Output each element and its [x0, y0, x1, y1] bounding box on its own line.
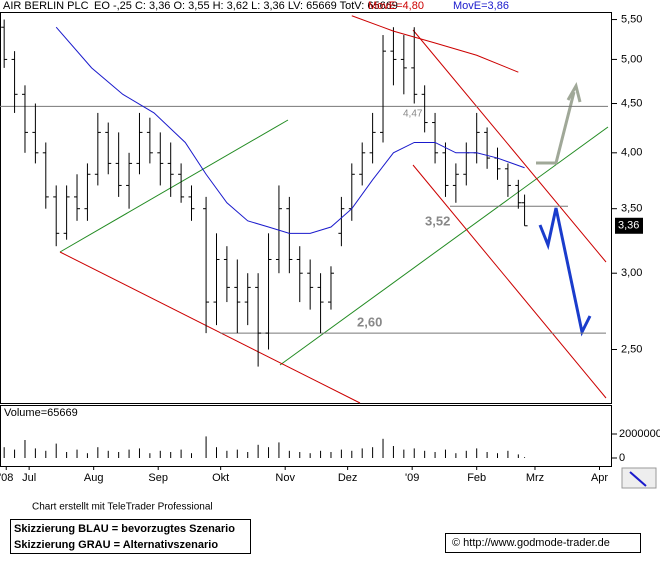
level-label: 3,52: [425, 213, 450, 228]
x-tick-label: '09: [405, 472, 419, 484]
y-tick-label: 4,00: [621, 147, 642, 159]
legend-blue: MovE=3,86: [453, 0, 509, 12]
volume-title: Volume=65669: [4, 407, 78, 419]
x-tick-label: Mrz: [526, 472, 544, 484]
credit: Chart erstellt mit TeleTrader Profession…: [32, 502, 213, 513]
header-info: EO -,25 C: 3,36 O: 3,55 H: 3,62 L: 3,36 …: [94, 0, 398, 12]
trendline: [59, 251, 361, 404]
legend-grey-text: Skizzierung GRAU = Alternativszenario: [14, 539, 218, 551]
volume-tick-label: 0: [619, 452, 625, 464]
source: © http://www.godmode-trader.de: [452, 537, 610, 549]
last-price-box: [615, 217, 643, 234]
tool-icon-arrow: [629, 471, 647, 487]
y-tick-label: 4,50: [621, 97, 642, 109]
header-title: AIR BERLIN PLC: [3, 0, 89, 12]
level-label: 2,60: [357, 314, 382, 329]
source-box: [445, 533, 641, 553]
x-tick-label: Dez: [338, 472, 358, 484]
y-tick-label: 3,00: [621, 267, 642, 279]
trendline: [59, 119, 289, 253]
y-tick-label: 2,50: [621, 343, 642, 355]
level-label: 4,47: [403, 109, 423, 120]
last-price-label: 3,36: [618, 220, 639, 232]
channel-line: [412, 29, 607, 263]
moving-average: [55, 26, 525, 234]
x-tick-label: Sep: [148, 472, 168, 484]
legend-box: [10, 519, 251, 554]
volume-tick-label: 2000000: [619, 428, 660, 440]
y-tick-label: 5,50: [621, 13, 642, 25]
x-tick-label: '08: [0, 472, 13, 484]
tool-icon[interactable]: [621, 467, 657, 489]
channel-line: [412, 164, 607, 399]
price-panel: [0, 12, 612, 404]
x-tick-label: Okt: [212, 472, 229, 484]
y-tick-label: 3,50: [621, 203, 642, 215]
volume-panel: [0, 405, 612, 467]
y-tick-label: 5,00: [621, 53, 642, 65]
legend-blue-text: Skizzierung BLAU = bevorzugtes Szenario: [14, 523, 235, 535]
scenario-blue: [538, 207, 592, 337]
overlays: [59, 29, 609, 404]
x-tick-label: Jul: [22, 472, 36, 484]
moving-average: [351, 15, 519, 73]
trendline: [279, 126, 609, 366]
x-tick-label: Nov: [275, 472, 295, 484]
x-tick-label: Apr: [591, 472, 608, 484]
scenario-grey: [536, 91, 576, 165]
scenario-grey-head: [566, 82, 582, 103]
x-tick-label: Aug: [84, 472, 104, 484]
x-tick-label: Feb: [467, 472, 486, 484]
legend-red: MovE=4,80: [368, 0, 424, 12]
